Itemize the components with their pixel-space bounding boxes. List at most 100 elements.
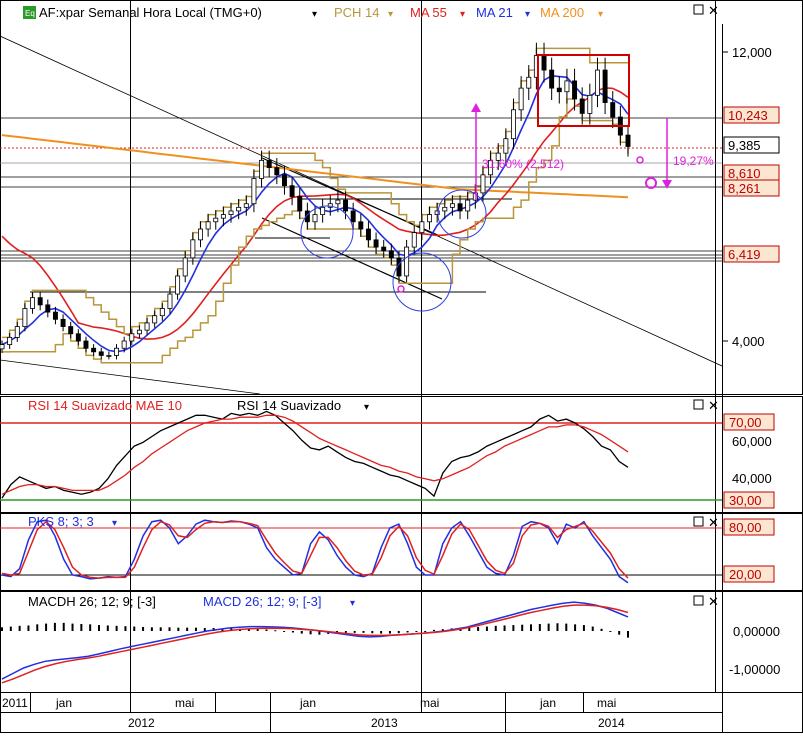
- candle-body: [136, 329, 142, 335]
- macd-histogram-bar: [530, 624, 533, 631]
- svg-text:6,419: 6,419: [728, 247, 761, 262]
- macd-histogram-bar: [80, 623, 83, 631]
- macd-histogram-bar: [309, 631, 312, 635]
- macd-histogram-bar: [344, 631, 347, 633]
- macd-subtitle[interactable]: MACD 26; 12; 9; [-3]: [203, 594, 322, 609]
- candle-body: [45, 304, 51, 313]
- annotation-marker-1: [397, 285, 405, 293]
- candles: [0, 42, 631, 360]
- macd-histogram-bar: [53, 622, 56, 631]
- svg-text:8,261: 8,261: [728, 181, 761, 196]
- indicator-dropdown-5[interactable]: ▾: [598, 9, 603, 20]
- candle-body: [266, 159, 272, 168]
- macd-histogram-bar: [547, 623, 550, 631]
- candle-body: [213, 217, 219, 223]
- rsi-tick-40: 40,000: [732, 471, 772, 486]
- candle-body: [503, 138, 509, 154]
- macd-histogram-bar: [618, 631, 621, 635]
- rsi-maximize-icon[interactable]: [693, 399, 704, 410]
- candle-body: [159, 308, 165, 317]
- indicator-ma21[interactable]: MA 21: [476, 5, 513, 20]
- indicator-ma55[interactable]: MA 55: [410, 5, 447, 20]
- indicator-dropdown-2[interactable]: ▾: [388, 9, 393, 20]
- indicator-ma200[interactable]: MA 200: [540, 5, 584, 20]
- annotation-circle-3[interactable]: [437, 189, 487, 239]
- macd-histogram-bar: [106, 625, 109, 631]
- macd-maximize-icon[interactable]: [693, 595, 704, 606]
- rsi-subtitle[interactable]: RSI 14 Suavizado: [237, 398, 341, 413]
- macd-histogram-bar: [441, 629, 444, 631]
- candle-body: [610, 102, 616, 118]
- candle-body: [358, 221, 364, 230]
- candle-body: [365, 228, 371, 241]
- candle-body: [182, 257, 188, 277]
- y-tick-12000: 12,000: [732, 45, 772, 60]
- rsi-dropdown[interactable]: ▾: [364, 402, 369, 413]
- trendline-bottom: [0, 359, 261, 394]
- rsi-label-70: 70,00: [723, 413, 775, 431]
- macd-histogram-bar: [168, 627, 171, 631]
- measure-arrow-2[interactable]: [662, 118, 672, 189]
- maximize-icon[interactable]: [693, 4, 704, 15]
- candle-body: [511, 109, 516, 140]
- candle-body: [602, 69, 608, 103]
- candle-body: [304, 210, 310, 223]
- indicator-pch[interactable]: PCH 14: [334, 5, 380, 20]
- month-mai-2012: mai: [175, 696, 194, 710]
- macd-histogram-bar: [1, 627, 3, 631]
- stoch-d-line: [1, 520, 629, 579]
- macd-histogram-bar: [397, 631, 400, 634]
- stoch-close-icon[interactable]: ✕: [708, 515, 719, 530]
- indicator-dropdown-4[interactable]: ▾: [525, 9, 530, 20]
- macd-histogram-bar: [512, 625, 515, 631]
- macd-histogram-bar: [36, 624, 39, 631]
- stoch-title[interactable]: PKS 8; 3; 3: [28, 514, 94, 529]
- candle-body: [121, 340, 127, 349]
- candle-body: [190, 239, 196, 259]
- macd-histogram-bar: [265, 629, 268, 631]
- candle-body: [564, 80, 570, 93]
- candle-body: [7, 336, 13, 346]
- macd-histogram-bar: [97, 625, 100, 631]
- macd-title[interactable]: MACDH 26; 12; 9; [-3]: [28, 594, 156, 609]
- candle-body: [198, 228, 203, 241]
- candle-body: [579, 98, 585, 114]
- annotation-circle-2[interactable]: [392, 252, 452, 312]
- price-label-6419: 6,419: [723, 245, 780, 263]
- candle-body: [373, 239, 379, 248]
- macd-histogram-bar: [62, 622, 65, 631]
- stoch-maximize-icon[interactable]: [693, 516, 704, 527]
- instrument-label[interactable]: AF:xpar Semanal Hora Local (TMG+0): [39, 5, 262, 20]
- candle-body: [98, 351, 104, 356]
- indicator-dropdown-3[interactable]: ▾: [460, 9, 465, 20]
- candle-body: [75, 333, 81, 342]
- month-mai-2013: mai: [420, 696, 439, 710]
- macd-histogram-bar: [521, 624, 524, 631]
- close-icon[interactable]: ✕: [708, 3, 719, 18]
- candle-body: [83, 340, 89, 349]
- macd-dropdown[interactable]: ▾: [350, 598, 355, 609]
- candle-body: [30, 297, 36, 309]
- macd-histogram-bar: [124, 626, 127, 631]
- annotation-circle-1[interactable]: [300, 205, 354, 259]
- channel-lower: [261, 217, 443, 300]
- rsi-line: [1, 410, 629, 499]
- rsi-title[interactable]: RSI 14 Suavizado MAE 10: [28, 398, 182, 413]
- measure-arrow-1[interactable]: [471, 103, 481, 200]
- candle-body: [587, 94, 593, 114]
- macd-histogram-bar: [362, 631, 365, 633]
- candle-body: [526, 76, 532, 89]
- highlight-box[interactable]: [537, 54, 630, 127]
- candle-body: [144, 322, 150, 331]
- macd-histogram-bar: [274, 630, 277, 632]
- stoch-dropdown[interactable]: ▾: [112, 518, 117, 529]
- macd-histogram: [1, 622, 629, 638]
- rsi-close-icon[interactable]: ✕: [708, 398, 719, 413]
- macd-histogram-bar: [27, 625, 30, 631]
- macd-histogram-bar: [45, 623, 48, 631]
- macd-close-icon[interactable]: ✕: [708, 594, 719, 609]
- annotation-pct-2: 19,27%: [673, 154, 714, 168]
- candle-body: [91, 347, 97, 353]
- indicator-dropdown-1[interactable]: ▾: [312, 9, 317, 20]
